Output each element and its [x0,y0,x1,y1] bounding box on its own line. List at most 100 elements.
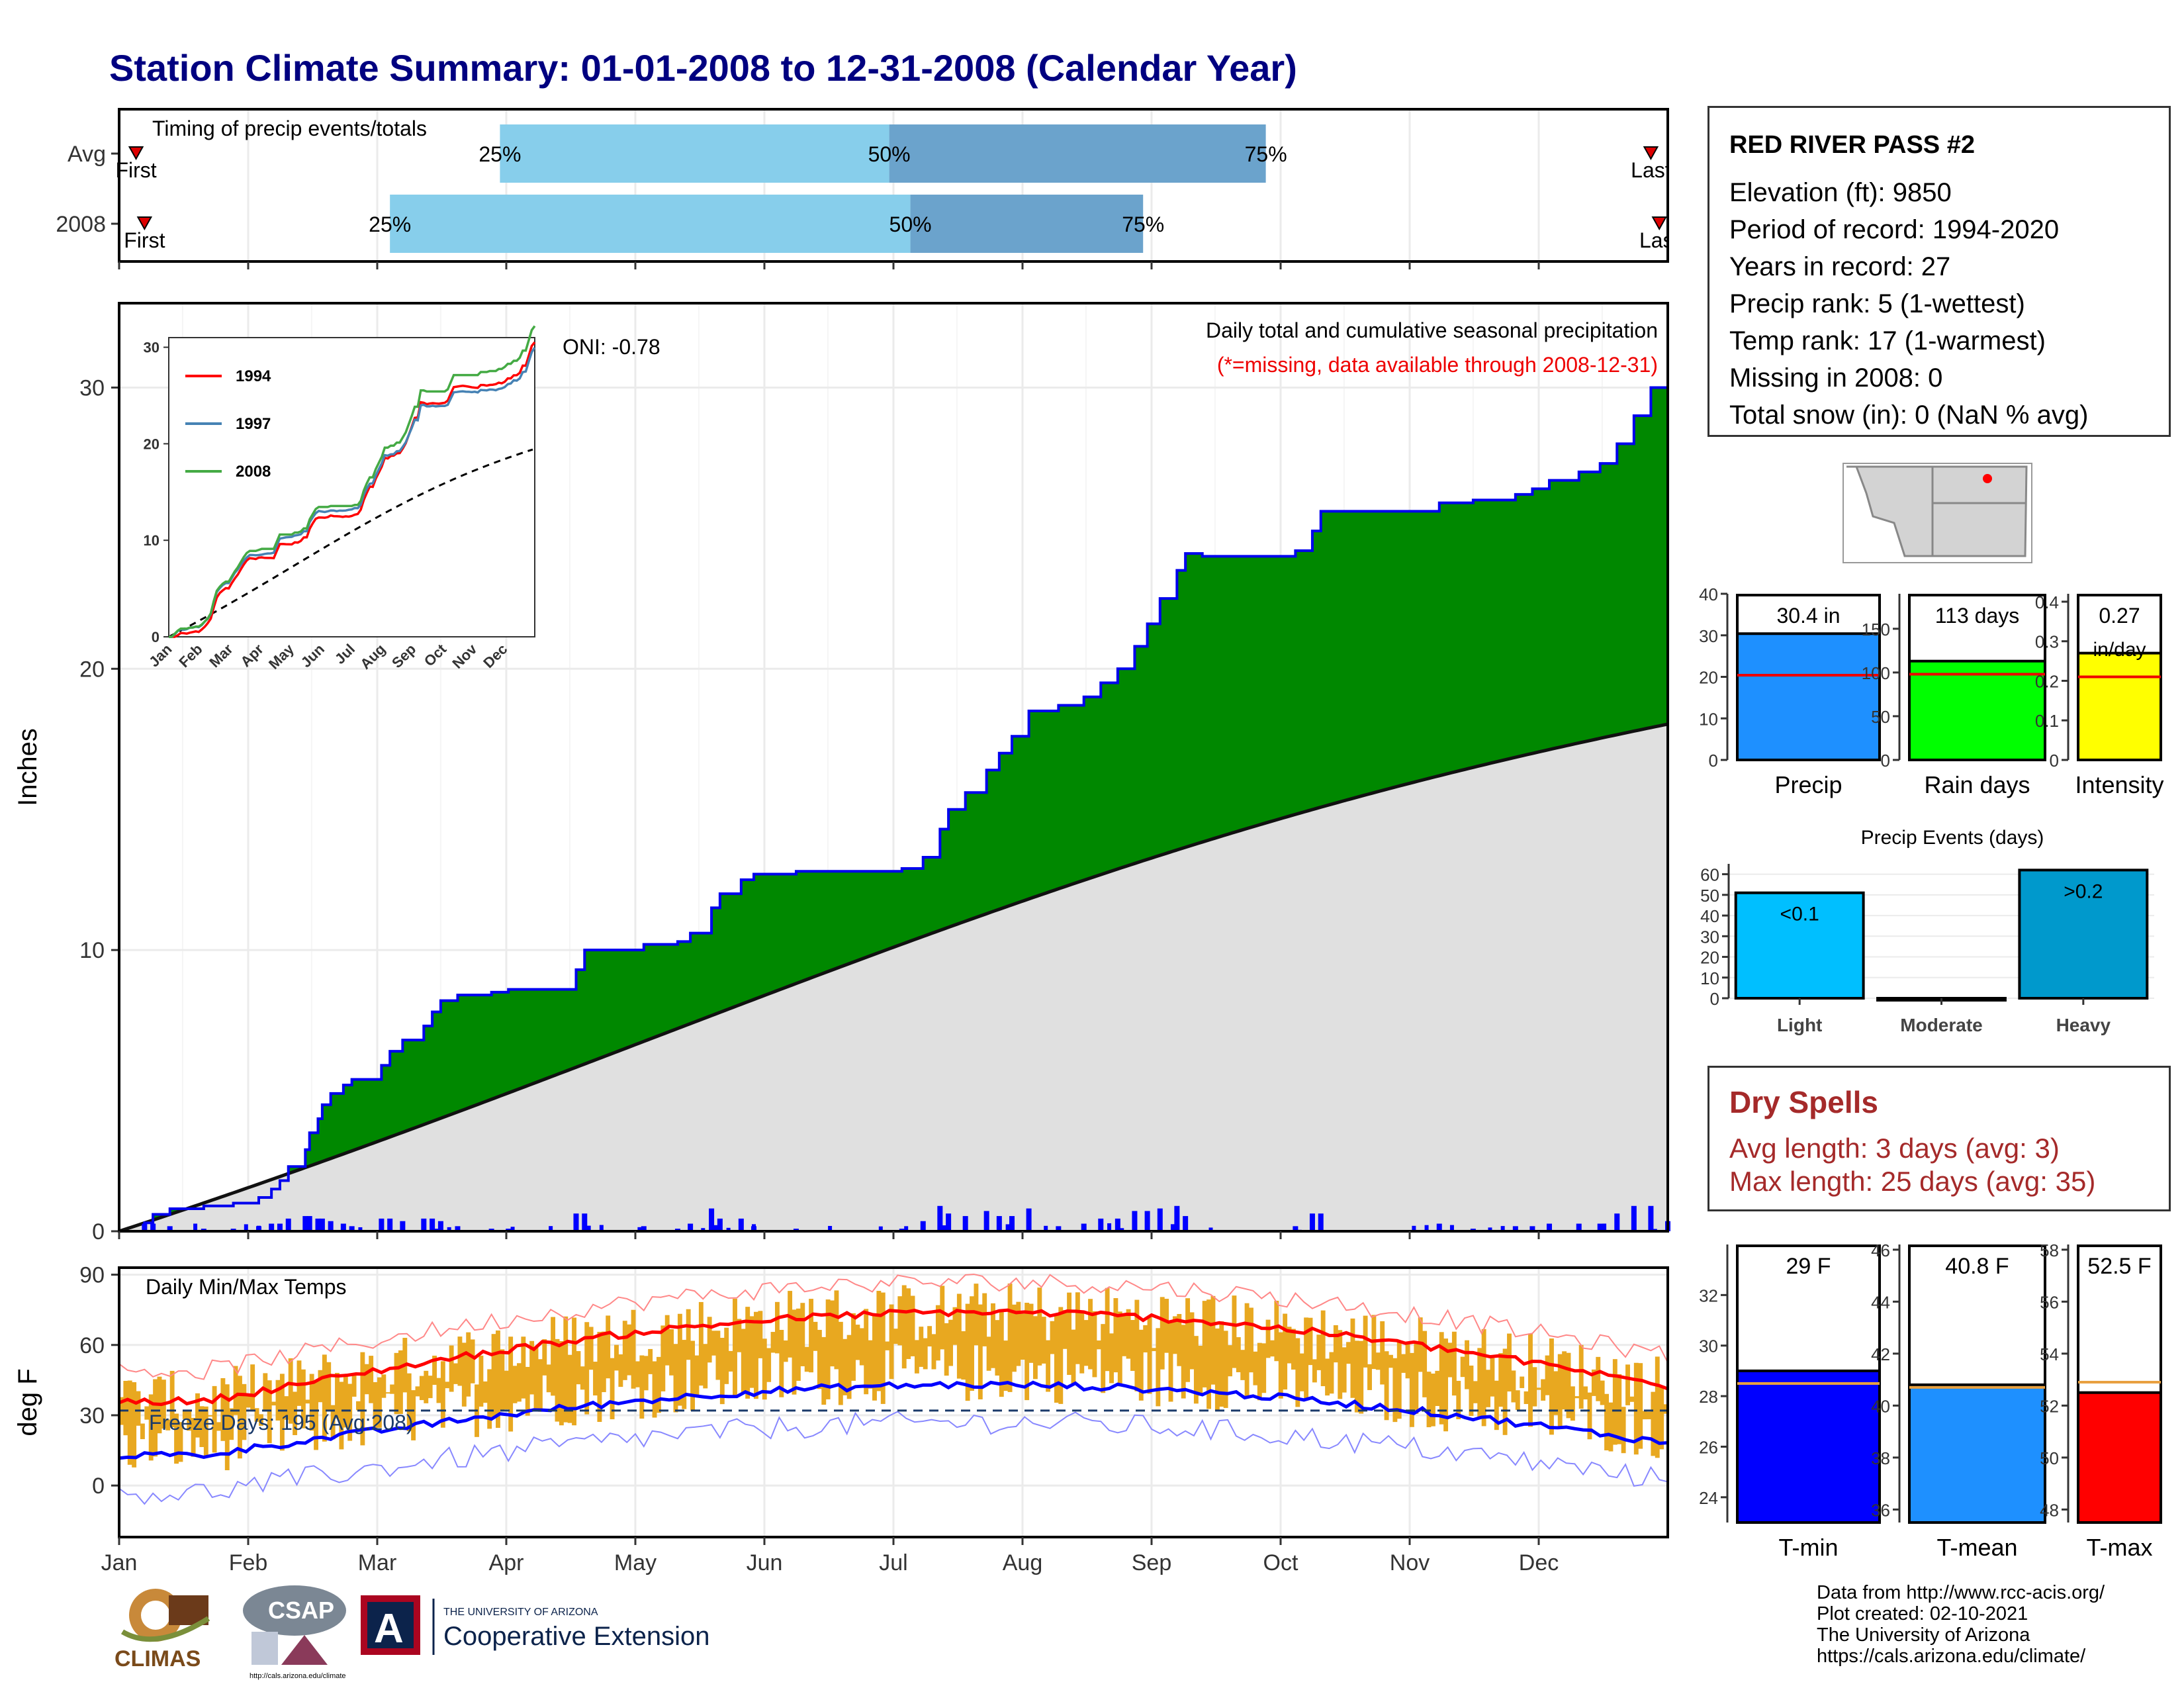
daily-temp-bar [919,1327,924,1367]
daily-temp-bar [491,1334,496,1419]
dry-spells-title: Dry Spells [1729,1085,1878,1119]
daily-precip-bar [400,1221,406,1231]
daily-temp-bar [1037,1288,1042,1366]
daily-precip-bar [1297,1229,1302,1231]
timing-title: Timing of precip events/totals [152,117,427,140]
daily-precip-bar [1044,1225,1048,1231]
daily-temp-bar [724,1327,729,1384]
mini-value-bar [2077,651,2162,762]
daily-temp-bar [970,1296,974,1391]
daily-temp-bar [1557,1354,1563,1429]
daily-temp-bar [263,1373,268,1412]
inset-x-tick-label: Oct [421,640,450,669]
daily-temp-bar [576,1351,581,1385]
daily-temp-bar [339,1382,344,1450]
daily-temp-bar [377,1377,382,1428]
timing-p25-label: 25% [369,212,411,236]
climas-logo: CLIMAS [114,1589,210,1671]
timing-first-marker [136,216,153,231]
timing-bar-q1 [500,124,889,183]
daily-temp-bar [664,1315,670,1366]
daily-temp-bar [923,1338,928,1370]
timing-bar-q2 [889,124,1266,183]
mini-y-tick-label: 0.2 [2035,671,2059,691]
daily-precip-bar [430,1218,435,1231]
daily-temp-bar [1612,1359,1617,1445]
events-x-tick-label: Heavy [2056,1015,2111,1035]
daily-temp-bar [470,1339,475,1383]
daily-temp-bar [169,1370,175,1428]
temp-x-tick-label: Sep [1132,1550,1172,1575]
daily-temp-bar [965,1303,970,1401]
daily-temp-bar [529,1340,535,1395]
cumulative-y-label: Inches [13,728,42,806]
mini-value-bar [2077,1391,2162,1524]
daily-temp-bar [974,1284,979,1346]
daily-temp-bar [419,1376,424,1401]
daily-precip-bar [244,1224,248,1231]
credit-source: Data from http://www.rcc-acis.org/ [1817,1582,2105,1603]
daily-precip-bar [717,1218,723,1231]
events-y-tick-label: 10 [1700,968,1719,988]
daily-temp-bar [1354,1340,1359,1413]
events-bar-label: <0.1 [1780,904,1819,925]
daily-temp-bar [1075,1292,1080,1364]
inset-series-2008 [169,325,536,638]
daily-temp-bar [1481,1329,1486,1427]
daily-precip-bar [142,1225,147,1231]
daily-precip-bar [573,1213,579,1231]
daily-temp-bar [1541,1379,1546,1401]
mini-value-label: 40.8 F [1945,1254,2009,1279]
temp-x-tick-label: Oct [1263,1550,1298,1575]
daily-precip-bar [1602,1223,1607,1231]
temp-x-tick-label: Apr [489,1550,524,1575]
daily-precip-bar [549,1226,553,1231]
oni-annotation: ONI: -0.78 [563,335,660,359]
cumulative-title: Daily total and cumulative seasonal prec… [1206,318,1658,342]
daily-precip-bar [277,1223,283,1231]
daily-temp-bar [864,1309,869,1395]
daily-temp-bar [813,1321,818,1351]
daily-precip-bar [1436,1223,1442,1231]
daily-temp-bar [809,1299,814,1373]
inset-average-line [168,448,533,638]
daily-temp-bar [1515,1390,1520,1410]
daily-temp-bar [1143,1325,1148,1353]
daily-precip-bar [637,1227,642,1231]
mini-y-tick-label: 0.4 [2035,592,2059,612]
daily-temp-bar [1430,1374,1435,1427]
mini-y-tick-label: 50 [1871,707,1890,727]
temp-title: Daily Min/Max Temps [146,1275,346,1299]
daily-precip-bar [641,1226,647,1231]
daily-temp-bar [830,1300,835,1367]
daily-temp-bar [1570,1386,1575,1421]
daily-temp-bar [1384,1351,1389,1421]
daily-precip-bar [1318,1213,1324,1231]
daily-precip-bar [1665,1221,1670,1231]
daily-temp-bar [961,1331,966,1380]
daily-temp-bar [500,1349,505,1411]
daily-temp-bar [1367,1364,1372,1390]
daily-precip-bar [942,1225,946,1231]
daily-temp-bar [1359,1340,1364,1414]
daily-temp-bar [927,1326,933,1347]
daily-precip-bar [1597,1223,1603,1231]
daily-temp-bar [715,1331,721,1380]
cumulative-2008-line [119,376,1669,1233]
mini-y-tick-label: 0.1 [2035,711,2059,731]
daily-temp-bar [288,1358,293,1424]
daily-temp-bar [220,1378,226,1441]
daily-temp-bar [1050,1321,1055,1354]
cumulative-average-line [118,722,1668,1233]
daily-temp-bar [1202,1301,1207,1387]
daily-precip-bar [1449,1225,1454,1231]
temp-y-label: deg F [13,1368,42,1436]
daily-temp-bar [516,1363,522,1402]
daily-temp-bar [309,1374,314,1431]
daily-temp-bar [1054,1315,1059,1403]
temp-x-tick-label: Jun [747,1550,783,1575]
timing-p75-label: 75% [1245,142,1287,166]
credit-date: Plot created: 02-10-2021 [1817,1603,2028,1624]
events-y-tick-label: 50 [1700,886,1719,906]
daily-temp-bar [1096,1340,1101,1350]
